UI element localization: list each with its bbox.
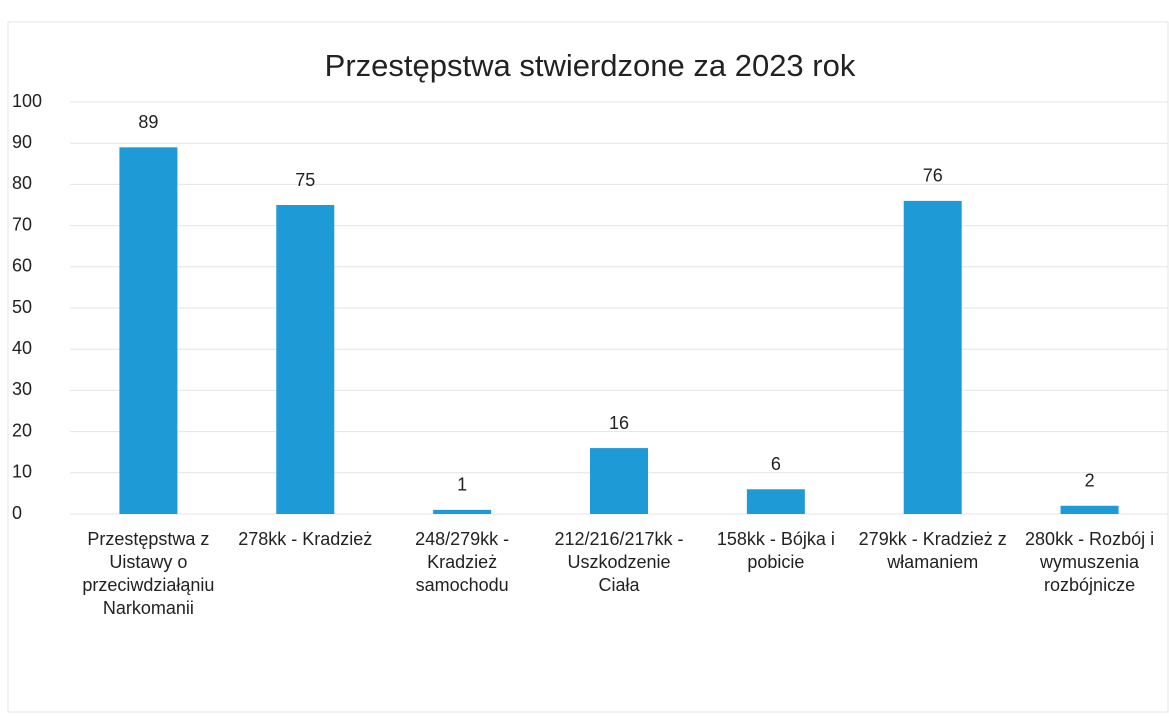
bar bbox=[746, 489, 805, 514]
x-tick-label: 279kk - Kradzież z włamaniem bbox=[858, 529, 1007, 572]
bar bbox=[903, 200, 962, 514]
data-label: 6 bbox=[771, 454, 781, 474]
bar bbox=[276, 205, 335, 514]
bar bbox=[433, 509, 492, 514]
data-label: 89 bbox=[138, 112, 158, 132]
x-tick-label: Przestępstwa z Uistawy o przeciwdziałąni… bbox=[82, 529, 215, 618]
y-tick-label: 80 bbox=[12, 173, 32, 193]
y-tick-label: 40 bbox=[12, 338, 32, 358]
y-tick-label: 90 bbox=[12, 132, 32, 152]
data-label: 2 bbox=[1085, 471, 1095, 491]
y-tick-label: 0 bbox=[12, 503, 22, 523]
x-tick-label: 280kk - Rozbój i wymuszenia rozbójnicze bbox=[1025, 529, 1155, 595]
x-tick-label: 212/216/217kk - Uszkodzenie Ciała bbox=[554, 529, 684, 595]
data-label: 75 bbox=[295, 170, 315, 190]
data-label: 16 bbox=[609, 413, 629, 433]
chart-border bbox=[7, 21, 1169, 713]
bar bbox=[119, 147, 178, 514]
x-tick-label: 158kk - Bójka i pobicie bbox=[716, 529, 835, 572]
x-tick-label: 248/279kk - Kradzież samochodu bbox=[415, 529, 510, 595]
bar bbox=[590, 448, 648, 514]
data-label: 1 bbox=[457, 475, 467, 495]
chart-title: Przestępstwa stwierdzone za 2023 rok bbox=[325, 48, 856, 83]
y-tick-label: 70 bbox=[12, 214, 32, 234]
y-tick-label: 10 bbox=[12, 462, 32, 482]
x-tick-label: 278kk - Kradzież bbox=[238, 529, 373, 549]
y-tick-label: 30 bbox=[12, 379, 32, 399]
y-tick-label: 50 bbox=[12, 297, 32, 317]
data-label: 76 bbox=[923, 166, 943, 186]
y-tick-label: 20 bbox=[12, 420, 32, 440]
bar bbox=[1060, 505, 1119, 514]
y-tick-label: 60 bbox=[12, 256, 32, 276]
y-tick-label: 100 bbox=[12, 91, 42, 111]
